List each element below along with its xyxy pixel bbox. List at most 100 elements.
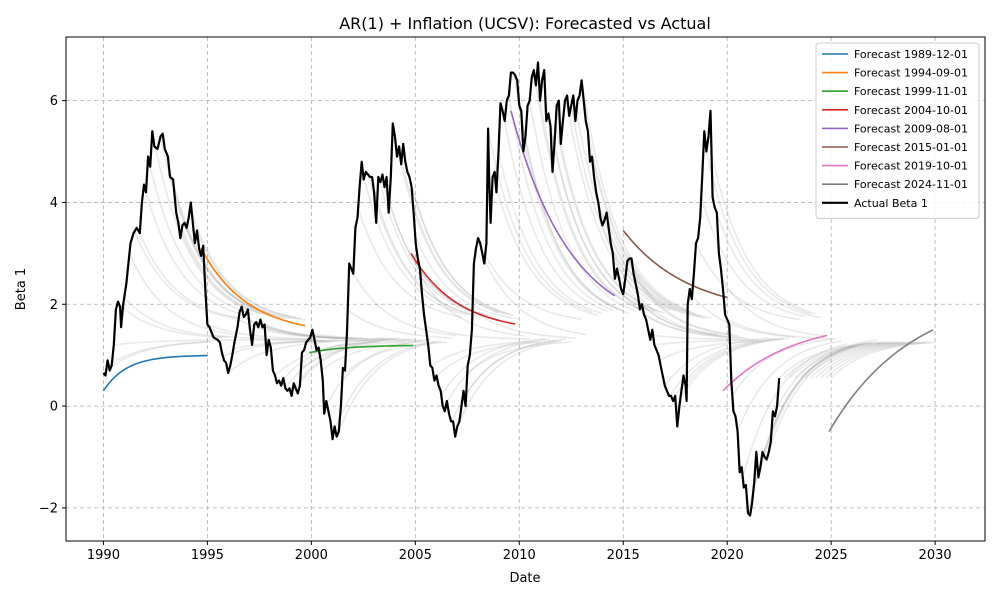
background-forecast-line — [133, 230, 239, 320]
background-forecast-line — [674, 337, 780, 397]
background-forecast-line — [269, 339, 374, 345]
background-forecast-line — [825, 341, 930, 379]
background-forecast-line — [362, 175, 468, 316]
background-forecast-line — [461, 338, 567, 402]
background-forecast-line — [414, 236, 520, 320]
forecast-line — [722, 334, 828, 392]
background-forecast-line — [560, 143, 666, 314]
background-forecast-line — [528, 100, 634, 312]
background-forecast-line — [102, 341, 208, 374]
background-forecast-line — [747, 345, 853, 514]
background-forecast-line — [456, 340, 561, 429]
y-axis-ticks: −2 0 2 4 6 — [39, 94, 66, 516]
background-forecast-line — [773, 339, 878, 415]
background-forecast-line — [612, 253, 717, 336]
background-forecast-line — [513, 73, 619, 310]
legend-label: Forecast 1989-12-01 — [854, 48, 968, 61]
background-forecast-line — [508, 95, 614, 311]
background-forecast-line — [482, 256, 587, 336]
background-forecast-line — [253, 323, 359, 340]
background-forecast-line — [617, 273, 723, 337]
background-forecast-line — [654, 339, 759, 346]
background-forecast-line — [523, 143, 629, 314]
background-forecast-line — [742, 343, 847, 478]
background-forecast-line — [830, 341, 936, 379]
background-forecast-line — [113, 339, 218, 346]
background-forecast-line — [649, 334, 754, 341]
legend-label: Actual Beta 1 — [854, 197, 928, 210]
actual-beta-line — [102, 61, 781, 517]
background-forecast-line — [710, 153, 816, 315]
background-forecast-line — [487, 128, 593, 313]
background-forecast-line — [472, 309, 577, 339]
forecast-line — [309, 344, 414, 354]
background-forecast-line — [191, 212, 296, 319]
background-forecast-line — [201, 250, 307, 321]
y-tick-label: 4 — [50, 196, 58, 211]
background-forecast-line — [316, 339, 421, 351]
legend: Forecast 1989-12-01 Forecast 1994-09-01 Fo… — [815, 42, 980, 219]
background-forecast-line — [627, 259, 733, 336]
background-forecast-line — [596, 197, 702, 318]
background-forecast-line — [435, 341, 541, 378]
x-tick-label: 2015 — [607, 548, 640, 563]
actual-series — [102, 61, 781, 517]
background-forecast-line — [159, 136, 265, 314]
background-forecast-line — [638, 301, 743, 339]
background-forecast-line — [409, 179, 515, 317]
background-forecast-line — [705, 151, 811, 315]
x-tick-label: 2005 — [399, 548, 432, 563]
forecast-line — [102, 354, 208, 392]
y-axis-label: Beta 1 — [14, 268, 29, 310]
background-forecast-line — [762, 341, 868, 455]
background-forecast-line — [336, 340, 442, 436]
background-forecast-line — [445, 338, 551, 404]
background-forecast-line — [632, 273, 738, 337]
background-forecast-line — [731, 337, 837, 397]
background-forecast-line — [450, 339, 556, 422]
background-forecast-line — [757, 343, 863, 478]
background-forecast-line — [372, 188, 478, 317]
background-forecast-line — [679, 338, 785, 399]
legend-box — [815, 42, 980, 219]
background-forecast-line — [726, 318, 832, 340]
legend-label: Forecast 2015-01-01 — [854, 141, 968, 154]
background-forecast-line — [591, 156, 697, 315]
x-tick-label: 1995 — [191, 548, 224, 563]
background-forecast-line — [721, 278, 826, 337]
background-forecast-line — [716, 212, 821, 319]
background-forecast-line — [783, 341, 889, 379]
x-axis-ticks: 1990 1995 2000 2005 2010 2015 2020 2025 2030 — [87, 541, 952, 563]
forecast-line — [622, 229, 728, 299]
background-forecast-line — [565, 97, 671, 311]
background-forecast-line — [321, 341, 426, 372]
background-forecast-line — [664, 337, 769, 387]
background-forecast-line — [128, 253, 234, 336]
forecast-line — [510, 110, 616, 297]
background-forecast-line — [222, 340, 327, 358]
background-forecast-line — [768, 341, 873, 453]
background-forecast-line — [341, 341, 447, 377]
y-tick-label: 0 — [50, 400, 58, 415]
x-tick-label: 2020 — [711, 548, 744, 563]
background-forecast-line — [492, 175, 598, 316]
x-tick-label: 2025 — [815, 548, 848, 563]
background-forecast-line — [264, 323, 369, 340]
background-forecast-line — [814, 341, 920, 379]
background-forecast-line — [659, 340, 764, 362]
background-forecast-line — [497, 151, 603, 315]
background-forecast-line — [326, 338, 432, 405]
background-forecast-line — [175, 212, 281, 319]
background-forecast-line — [622, 293, 728, 338]
background-forecast-line — [684, 337, 790, 387]
background-forecast-line — [466, 341, 572, 375]
y-tick-label: −2 — [39, 501, 58, 516]
background-forecast-line — [601, 225, 707, 320]
x-axis-label: Date — [509, 571, 540, 586]
background-forecast-line — [586, 125, 692, 313]
legend-label: Forecast 2009-08-01 — [854, 122, 968, 135]
background-forecast-line — [108, 340, 213, 367]
legend-label: Forecast 1999-11-01 — [854, 85, 968, 98]
background-forecast-line — [139, 232, 244, 320]
